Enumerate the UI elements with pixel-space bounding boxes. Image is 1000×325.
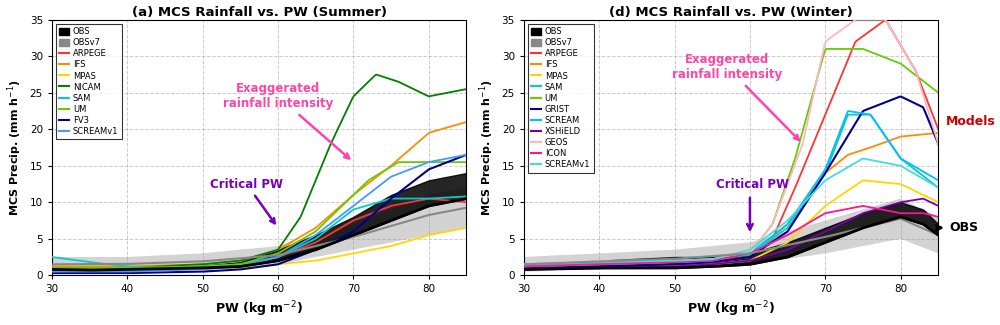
Text: Exaggerated
rainfall intensity: Exaggerated rainfall intensity	[672, 53, 799, 140]
Y-axis label: MCS Precip. (mm h$^{-1}$): MCS Precip. (mm h$^{-1}$)	[477, 79, 496, 216]
Text: Critical PW: Critical PW	[716, 178, 789, 191]
X-axis label: PW (kg m$^{-2}$): PW (kg m$^{-2}$)	[687, 300, 775, 319]
Y-axis label: MCS Precip. (mm h$^{-1}$): MCS Precip. (mm h$^{-1}$)	[6, 79, 24, 216]
Legend: OBS, OBSv7, ARPEGE, IFS, MPAS, NICAM, SAM, UM, FV3, SCREAMv1: OBS, OBSv7, ARPEGE, IFS, MPAS, NICAM, SA…	[56, 24, 122, 139]
Text: Exaggerated
rainfall intensity: Exaggerated rainfall intensity	[223, 82, 349, 158]
X-axis label: PW (kg m$^{-2}$): PW (kg m$^{-2}$)	[215, 300, 303, 319]
Legend: OBS, OBSv7, ARPEGE, IFS, MPAS, SAM, UM, GRIST, SCREAM, XSHiELD, GEOS, ICON, SCRE: OBS, OBSv7, ARPEGE, IFS, MPAS, SAM, UM, …	[528, 24, 594, 173]
Text: OBS: OBS	[936, 221, 979, 234]
Text: Models: Models	[946, 115, 996, 128]
Text: Critical PW: Critical PW	[210, 178, 283, 223]
Title: (a) MCS Rainfall vs. PW (Summer): (a) MCS Rainfall vs. PW (Summer)	[132, 6, 387, 19]
Title: (d) MCS Rainfall vs. PW (Winter): (d) MCS Rainfall vs. PW (Winter)	[609, 6, 853, 19]
